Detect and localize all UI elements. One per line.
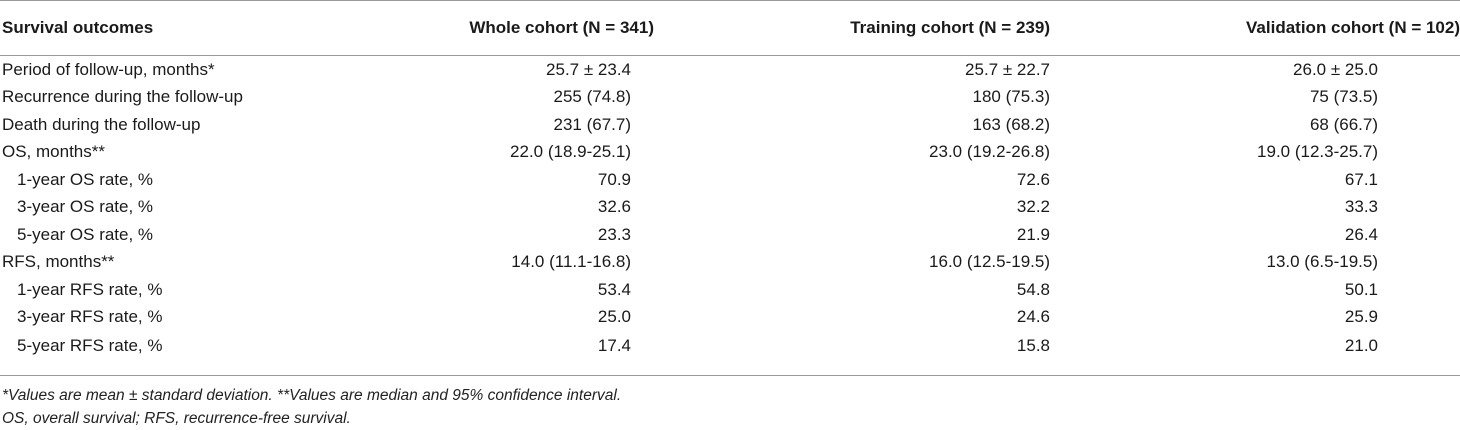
- whole-cohort-value: 17.4: [597, 336, 631, 355]
- whole-cohort-value: 25.0: [597, 307, 631, 327]
- row-label: Period of follow-up, months*: [2, 59, 215, 79]
- training-cohort-value: 25.7 ± 22.7: [965, 59, 1050, 79]
- training-cohort-value: 32.2: [1016, 197, 1050, 217]
- whole-cohort-value: 25.7 ± 23.4: [546, 59, 631, 79]
- table-row: RFS, months** 14.0 (11.1-16.8) 16.0 (12.5-…: [0, 249, 1460, 277]
- row-label: 1-year OS rate, %: [17, 169, 154, 189]
- row-label: 5-year RFS rate, %: [17, 336, 163, 355]
- table-row: Period of follow-up, months* 25.7 ± 23.4 2…: [0, 56, 1460, 84]
- table-body: Period of follow-up, months* 25.7 ± 23.4 2…: [0, 56, 1460, 370]
- whole-cohort-value: 32.6: [597, 197, 631, 217]
- table-row: OS, months** 22.0 (18.9-25.1) 23.0 (19.2-2…: [0, 139, 1460, 167]
- table-row: 3-year OS rate, % 32.6 32.2 33.3: [0, 194, 1460, 222]
- validation-cohort-value: 19.0 (12.3-25.7): [1257, 142, 1378, 162]
- validation-cohort-value: 26.0 ± 25.0: [1293, 59, 1378, 79]
- table-footnotes: *Values are mean ± standard deviation. *…: [2, 384, 621, 430]
- row-label: 3-year OS rate, %: [17, 197, 154, 217]
- validation-cohort-value: 50.1: [1344, 279, 1378, 299]
- validation-cohort-value: 21.0: [1344, 336, 1378, 355]
- table-row: 3-year RFS rate, % 25.0 24.6 25.9: [0, 304, 1460, 332]
- validation-cohort-value: 26.4: [1344, 224, 1378, 244]
- whole-cohort-value: 231 (67.7): [553, 114, 632, 134]
- column-header-validation-cohort: Validation cohort (N = 102): [1050, 0, 1460, 56]
- training-cohort-value: 54.8: [1016, 279, 1050, 299]
- training-cohort-value: 23.0 (19.2-26.8): [929, 142, 1050, 162]
- column-header-whole-cohort: Whole cohort (N = 341): [360, 0, 750, 56]
- validation-cohort-value: 13.0 (6.5-19.5): [1266, 252, 1378, 272]
- table-row: 5-year RFS rate, % 17.4 15.8 21.0: [0, 331, 1460, 369]
- whole-cohort-value: 23.3: [597, 224, 631, 244]
- whole-cohort-value: 255 (74.8): [553, 87, 632, 107]
- training-cohort-value: 72.6: [1016, 169, 1050, 189]
- table-row: Recurrence during the follow-up 255 (74.8…: [0, 84, 1460, 112]
- validation-cohort-value: 67.1: [1344, 169, 1378, 189]
- validation-cohort-value: 68 (66.7): [1309, 114, 1378, 134]
- column-header-survival-outcomes: Survival outcomes: [0, 0, 360, 56]
- table-row: 1-year RFS rate, % 53.4 54.8 50.1: [0, 276, 1460, 304]
- row-label: OS, months**: [2, 142, 105, 162]
- whole-cohort-value: 22.0 (18.9-25.1): [510, 142, 631, 162]
- training-cohort-value: 21.9: [1016, 224, 1050, 244]
- row-label: RFS, months**: [2, 252, 115, 272]
- row-label: 1-year RFS rate, %: [17, 279, 163, 299]
- table-row: Death during the follow-up 231 (67.7) 163 …: [0, 111, 1460, 139]
- training-cohort-value: 24.6: [1016, 307, 1050, 327]
- whole-cohort-value: 70.9: [597, 169, 631, 189]
- table-header-row: Survival outcomes Whole cohort (N = 341)…: [0, 0, 1460, 56]
- table-row: 5-year OS rate, % 23.3 21.9 26.4: [0, 221, 1460, 249]
- survival-outcomes-table: Survival outcomes Whole cohort (N = 341)…: [0, 0, 1460, 370]
- whole-cohort-value: 14.0 (11.1-16.8): [511, 252, 631, 272]
- footnote-values-legend: *Values are mean ± standard deviation. *…: [2, 387, 622, 404]
- validation-cohort-value: 33.3: [1344, 197, 1378, 217]
- table-row: 1-year OS rate, % 70.9 72.6 67.1: [0, 166, 1460, 194]
- row-label: Recurrence during the follow-up: [2, 87, 243, 107]
- footnote-abbreviations: OS, overall survival; RFS, recurrence-fr…: [2, 410, 351, 427]
- row-label: 5-year OS rate, %: [17, 224, 154, 244]
- training-cohort-value: 180 (75.3): [972, 87, 1051, 107]
- row-label: 3-year RFS rate, %: [17, 307, 163, 327]
- row-label: Death during the follow-up: [2, 114, 201, 134]
- training-cohort-value: 16.0 (12.5-19.5): [929, 252, 1050, 272]
- validation-cohort-value: 75 (73.5): [1309, 87, 1378, 107]
- whole-cohort-value: 53.4: [597, 279, 631, 299]
- training-cohort-value: 163 (68.2): [972, 114, 1051, 134]
- column-header-training-cohort: Training cohort (N = 239): [750, 0, 1050, 56]
- table-bottom-rule: [0, 375, 1460, 376]
- validation-cohort-value: 25.9: [1344, 307, 1378, 327]
- training-cohort-value: 15.8: [1016, 336, 1050, 355]
